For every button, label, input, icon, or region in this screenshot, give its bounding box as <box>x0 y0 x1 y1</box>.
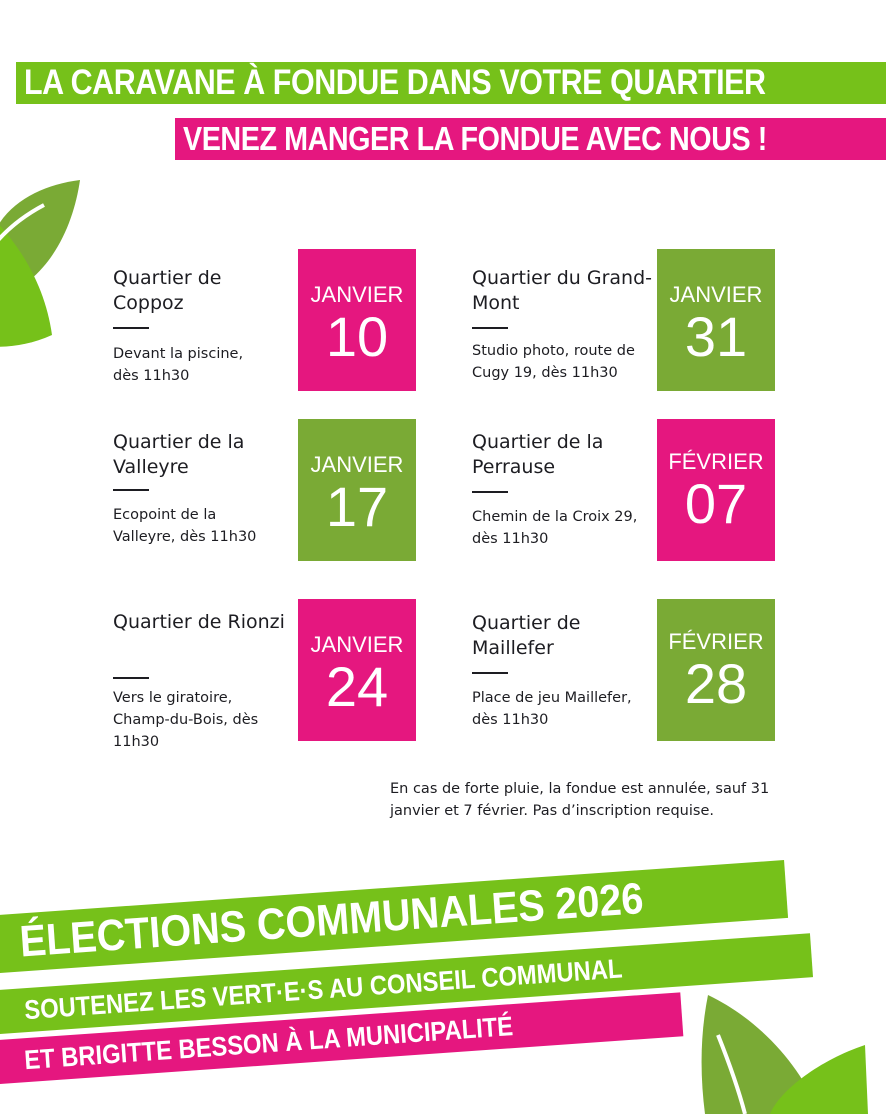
date-day: 24 <box>325 655 389 718</box>
event-desc: Studio photo, route de Cugy 19, dès 11h3… <box>472 343 635 381</box>
date-month: JANVIER <box>310 452 404 477</box>
event-title: Quartier de la Perrause <box>472 431 604 478</box>
event-desc: Devant la piscine, dès 11h30 <box>113 346 244 384</box>
leaf-icon <box>0 180 80 347</box>
date-month: JANVIER <box>669 282 763 307</box>
event-title: Quartier de Maillefer <box>472 612 581 659</box>
event-desc: Vers le giratoire, Champ-du-Bois, dès 11… <box>113 690 259 750</box>
date-box: JANVIER 10 <box>298 249 416 391</box>
rain-note: En cas de forte pluie, la fondue est ann… <box>390 781 770 819</box>
date-day: 31 <box>684 305 748 368</box>
date-day: 07 <box>684 472 748 535</box>
event-desc: Chemin de la Croix 29, dès 11h30 <box>472 509 638 547</box>
divider <box>472 491 508 493</box>
event-desc: Place de jeu Maillefer, dès 11h30 <box>472 690 632 728</box>
date-month: JANVIER <box>310 632 404 657</box>
date-box: JANVIER 24 <box>298 599 416 741</box>
divider <box>113 489 149 491</box>
divider <box>113 677 149 679</box>
date-month: JANVIER <box>310 282 404 307</box>
date-box: FÉVRIER 28 <box>657 599 775 741</box>
divider <box>113 327 149 329</box>
header-title: LA CARAVANE À FONDUE DANS VOTRE QUARTIER <box>16 62 886 104</box>
date-box: JANVIER 17 <box>298 419 416 561</box>
date-month: FÉVRIER <box>668 449 764 474</box>
leaf-icon <box>701 995 868 1114</box>
divider <box>472 672 508 674</box>
date-day: 10 <box>325 305 389 368</box>
divider <box>472 327 508 329</box>
date-day: 17 <box>325 475 389 538</box>
date-month: FÉVRIER <box>668 629 764 654</box>
event-desc: Ecopoint de la Valleyre, dès 11h30 <box>113 507 257 545</box>
event-title: Quartier de Coppoz <box>113 267 222 314</box>
header-subtitle: VENEZ MANGER LA FONDUE AVEC NOUS ! <box>175 118 886 160</box>
event-title: Quartier du Grand-Mont <box>472 267 652 314</box>
date-box: FÉVRIER 07 <box>657 419 775 561</box>
date-box: JANVIER 31 <box>657 249 775 391</box>
event-title: Quartier de Rionzi <box>113 611 285 633</box>
date-day: 28 <box>684 652 748 715</box>
event-title: Quartier de la Valleyre <box>113 431 245 478</box>
